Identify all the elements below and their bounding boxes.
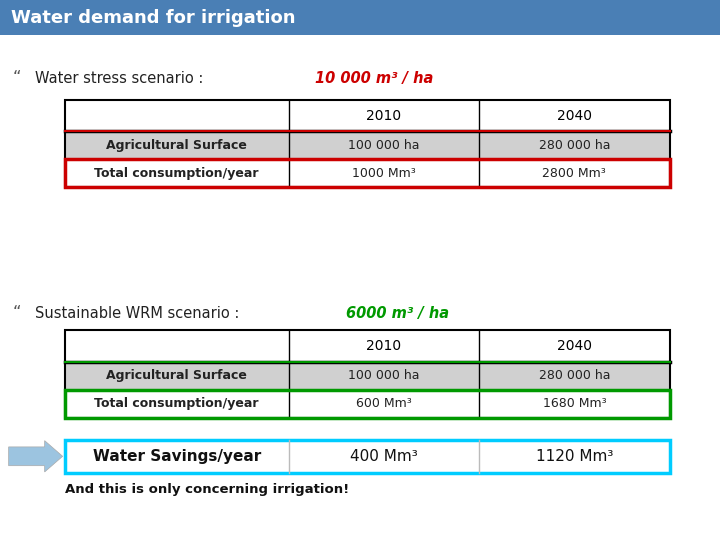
- Text: 1000 Mm³: 1000 Mm³: [352, 167, 415, 180]
- Text: 280 000 ha: 280 000 ha: [539, 139, 610, 152]
- Text: 2010: 2010: [366, 339, 401, 353]
- Text: 2800 Mm³: 2800 Mm³: [542, 167, 606, 180]
- Text: Water Savings/year: Water Savings/year: [93, 449, 261, 464]
- Text: 600 Mm³: 600 Mm³: [356, 397, 412, 410]
- Bar: [65, 362, 670, 390]
- Text: Sustainable WRM scenario :: Sustainable WRM scenario :: [35, 306, 243, 321]
- Bar: [65, 390, 670, 418]
- Text: 2040: 2040: [557, 339, 592, 353]
- Text: Water demand for irrigation: Water demand for irrigation: [11, 9, 295, 26]
- Text: 2040: 2040: [557, 109, 592, 123]
- Text: 1680 Mm³: 1680 Mm³: [543, 397, 606, 410]
- Text: And this is only concerning irrigation!: And this is only concerning irrigation!: [65, 483, 349, 496]
- Bar: [65, 330, 670, 418]
- Bar: [65, 100, 670, 187]
- Text: Total consumption/year: Total consumption/year: [94, 397, 259, 410]
- Bar: [65, 131, 670, 159]
- Bar: [0, 0, 720, 35]
- Text: Water stress scenario :: Water stress scenario :: [35, 71, 207, 86]
- Bar: [65, 440, 670, 472]
- Text: 1120 Mm³: 1120 Mm³: [536, 449, 613, 464]
- Text: 100 000 ha: 100 000 ha: [348, 139, 420, 152]
- Text: 100 000 ha: 100 000 ha: [348, 369, 420, 382]
- FancyArrow shape: [9, 441, 63, 472]
- Bar: [65, 159, 670, 187]
- Text: “: “: [13, 304, 22, 322]
- Bar: [65, 100, 670, 131]
- Text: Agricultural Surface: Agricultural Surface: [107, 369, 247, 382]
- Bar: [65, 159, 670, 187]
- Text: 280 000 ha: 280 000 ha: [539, 369, 610, 382]
- Text: Agricultural Surface: Agricultural Surface: [107, 139, 247, 152]
- Bar: [65, 330, 670, 362]
- Text: “: “: [13, 69, 22, 87]
- Text: 6000 m³ / ha: 6000 m³ / ha: [346, 306, 449, 321]
- Text: 400 Mm³: 400 Mm³: [350, 449, 418, 464]
- Text: Total consumption/year: Total consumption/year: [94, 167, 259, 180]
- Text: 2010: 2010: [366, 109, 401, 123]
- Text: 10 000 m³ / ha: 10 000 m³ / ha: [315, 71, 433, 86]
- Bar: [65, 390, 670, 418]
